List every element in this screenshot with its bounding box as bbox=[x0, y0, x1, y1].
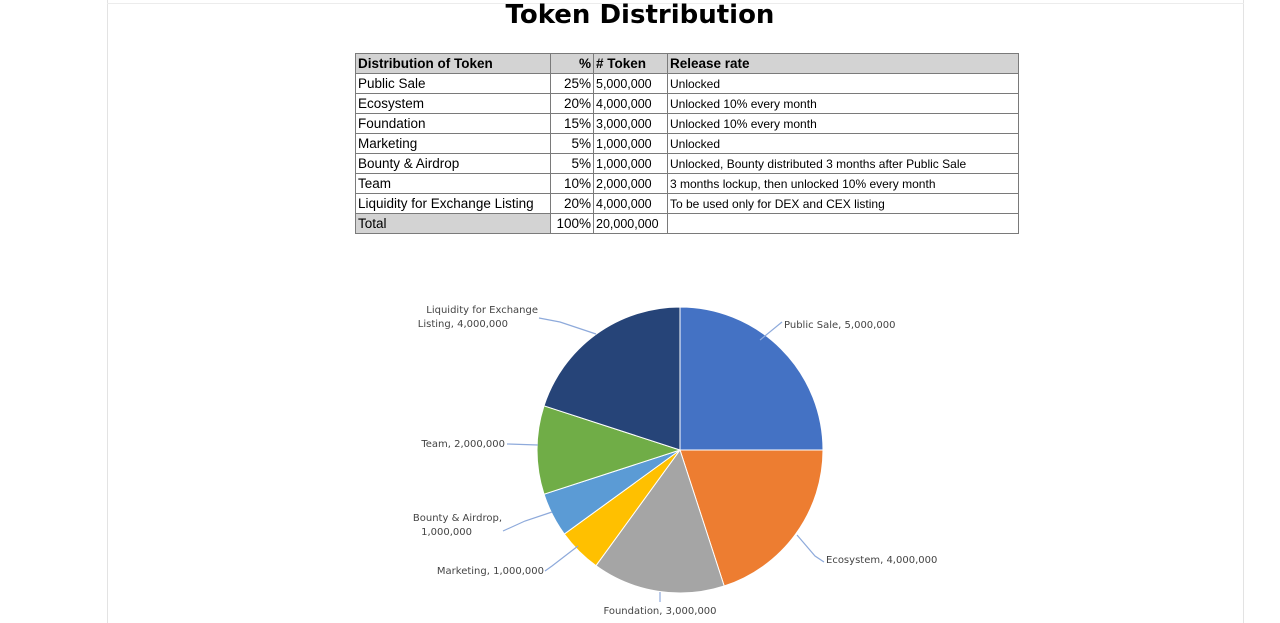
leader-line bbox=[502, 511, 553, 532]
cell-token: 20,000,000 bbox=[593, 213, 668, 234]
data-label-line: Ecosystem, 4,000,000 bbox=[826, 555, 937, 566]
pie-slice-public-sale bbox=[679, 306, 824, 451]
token-distribution-table: Distribution of Token % # Token Release … bbox=[355, 53, 1019, 234]
pie-slice-ecosystem bbox=[679, 449, 824, 587]
table-row: Foundation 15% 3,000,000 Unlocked 10% ev… bbox=[355, 113, 1019, 134]
pie-slice-liquidity-for-exchange-listing bbox=[543, 306, 681, 451]
pie-slice-foundation bbox=[595, 448, 725, 594]
leader-line bbox=[506, 443, 539, 446]
cell-name: Ecosystem bbox=[355, 93, 551, 114]
table-total-row: Total 100% 20,000,000 bbox=[355, 213, 1019, 234]
data-label-line: Marketing, 1,000,000 bbox=[437, 566, 544, 577]
data-label: Foundation, 3,000,000 bbox=[603, 606, 716, 617]
cell-name: Bounty & Airdrop bbox=[355, 153, 551, 174]
leader-line bbox=[796, 534, 825, 563]
cell-release: Unlocked bbox=[667, 73, 1019, 94]
data-label-line: Bounty & Airdrop, bbox=[413, 513, 502, 524]
data-label: Ecosystem, 4,000,000 bbox=[826, 555, 937, 566]
table-row: Bounty & Airdrop 5% 1,000,000 Unlocked, … bbox=[355, 153, 1019, 174]
data-label: Public Sale, 5,000,000 bbox=[784, 320, 895, 331]
data-label-line: Listing, 4,000,000 bbox=[418, 319, 508, 330]
data-label: Liquidity for Exchange Listing, 4,000,000 bbox=[418, 305, 538, 330]
page-frame-top bbox=[107, 3, 1244, 4]
cell-token: 4,000,000 bbox=[593, 93, 668, 114]
cell-percent: 100% bbox=[550, 213, 594, 234]
leader-line bbox=[538, 317, 597, 335]
page-frame-right bbox=[1243, 0, 1244, 623]
cell-release: To be used only for DEX and CEX listing bbox=[667, 193, 1019, 214]
cell-release: Unlocked, Bounty distributed 3 months af… bbox=[667, 153, 1019, 174]
cell-percent: 25% bbox=[550, 73, 594, 94]
data-label: Marketing, 1,000,000 bbox=[437, 566, 544, 577]
data-label-line: Public Sale, 5,000,000 bbox=[784, 320, 895, 331]
page-title: Token Distribution bbox=[505, 0, 775, 30]
cell-token: 1,000,000 bbox=[593, 153, 668, 174]
table-header-row: Distribution of Token % # Token Release … bbox=[355, 53, 1019, 74]
header-distribution: Distribution of Token bbox=[355, 53, 551, 74]
data-label-line: Liquidity for Exchange bbox=[426, 305, 538, 316]
table-row: Marketing 5% 1,000,000 Unlocked bbox=[355, 133, 1019, 154]
data-label: Bounty & Airdrop, 1,000,000 bbox=[413, 513, 502, 538]
header-release-rate: Release rate bbox=[667, 53, 1019, 74]
cell-percent: 20% bbox=[550, 193, 594, 214]
cell-name: Total bbox=[355, 213, 551, 234]
data-label-line: 1,000,000 bbox=[421, 527, 472, 538]
cell-percent: 10% bbox=[550, 173, 594, 194]
cell-release: Unlocked 10% every month bbox=[667, 93, 1019, 114]
data-label: Team, 2,000,000 bbox=[420, 439, 505, 450]
table-row: Ecosystem 20% 4,000,000 Unlocked 10% eve… bbox=[355, 93, 1019, 114]
data-label-line: Team, 2,000,000 bbox=[420, 439, 505, 450]
cell-release bbox=[667, 213, 1019, 234]
data-label-line: Foundation, 3,000,000 bbox=[603, 606, 716, 617]
pie-slice-team bbox=[536, 405, 682, 495]
leader-line bbox=[759, 321, 783, 341]
header-token: # Token bbox=[593, 53, 668, 74]
cell-name: Foundation bbox=[355, 113, 551, 134]
page-frame-left bbox=[107, 0, 108, 623]
cell-release: Unlocked 10% every month bbox=[667, 113, 1019, 134]
leader-line bbox=[544, 545, 579, 572]
